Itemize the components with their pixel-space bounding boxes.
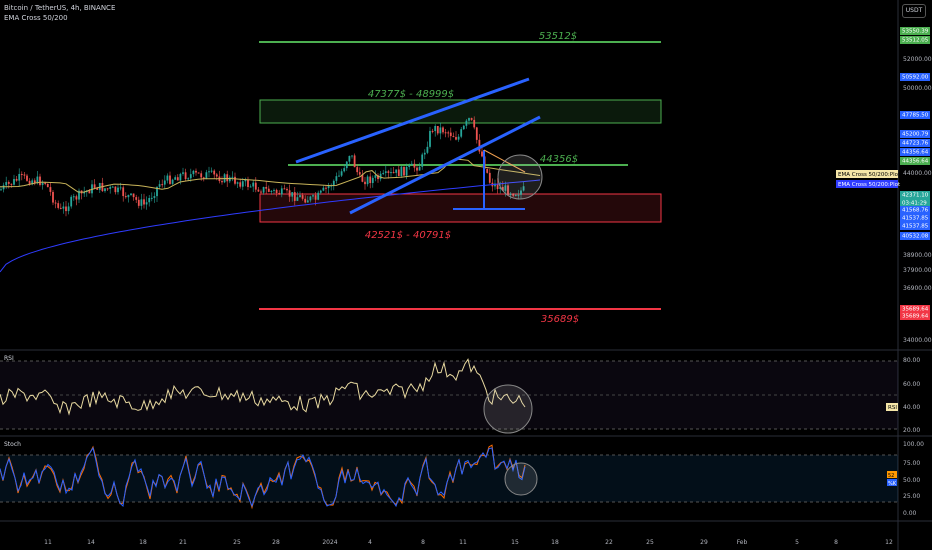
- svg-text:25.00: 25.00: [903, 493, 920, 500]
- stoch-k-line: [0, 446, 526, 508]
- price-tag: 44356.64: [902, 159, 929, 165]
- stoch-label: Stoch: [4, 441, 21, 448]
- time-tick: 8: [834, 539, 838, 546]
- indicator-title[interactable]: EMA Cross 50/200: [4, 14, 68, 22]
- price-tag: 41568.76: [902, 208, 929, 214]
- time-tick: 25: [233, 539, 241, 546]
- time-tick: 4: [368, 539, 372, 546]
- price-axis[interactable]: 52000.00 50000.00 44000.00 38900.00 3790…: [903, 56, 932, 344]
- time-tick: Feb: [737, 539, 748, 546]
- svg-text:100.00: 100.00: [903, 441, 924, 448]
- stoch-k-tag: 52: [888, 473, 894, 479]
- svg-text:40.00: 40.00: [903, 404, 920, 411]
- channel-lower-line[interactable]: [349, 115, 541, 215]
- price-tag: 53512.05: [902, 38, 929, 44]
- price-tag: 47785.50: [902, 113, 929, 119]
- ema200-legend: EMA Cross 50/200:Plot: [838, 182, 901, 188]
- time-tick: 21: [179, 539, 187, 546]
- rsi-axis[interactable]: 80.00 60.00 40.00 20.00: [903, 357, 920, 434]
- time-tick: 14: [87, 539, 95, 546]
- svg-text:0.00: 0.00: [903, 510, 917, 517]
- rsi-value-tag: RSI: [888, 405, 897, 411]
- time-tick: 25: [646, 539, 654, 546]
- time-tick: 2024: [322, 539, 337, 546]
- rsi-highlight-circle[interactable]: [483, 384, 533, 434]
- svg-text:75.00: 75.00: [903, 460, 920, 467]
- price-tags: 53550.39 53512.05 50592.00 47785.50 45200.79…: [900, 27, 930, 320]
- time-tick: 18: [551, 539, 559, 546]
- price-tag: 53550.39: [902, 29, 929, 35]
- top-target-label: 53512$: [539, 31, 577, 42]
- time-axis[interactable]: 11 14 18 21 25 28 2024 4 8 11 15 18 22 25 29 Feb 5 8 12: [44, 539, 893, 546]
- time-tick: 11: [459, 539, 467, 546]
- channel-upper-line[interactable]: [295, 77, 530, 164]
- svg-text:52000.00: 52000.00: [903, 56, 932, 63]
- price-tag: 42371.10: [902, 193, 929, 199]
- svg-text:37900.00: 37900.00: [903, 267, 932, 274]
- highlight-circle[interactable]: [497, 154, 543, 200]
- time-tick: 29: [700, 539, 708, 546]
- stoch-highlight-circle[interactable]: [504, 462, 538, 496]
- price-tag: 35689.64: [902, 314, 929, 320]
- price-tag: 44356.64: [902, 150, 929, 156]
- time-tick: 8: [421, 539, 425, 546]
- price-tag: 40532.08: [902, 234, 929, 240]
- svg-text:20.00: 20.00: [903, 427, 920, 434]
- time-tick: 12: [885, 539, 893, 546]
- currency-button[interactable]: USDT: [902, 4, 926, 18]
- rsi-line: [0, 358, 526, 416]
- svg-text:50000.00: 50000.00: [903, 85, 932, 92]
- svg-text:34000.00: 34000.00: [903, 337, 932, 344]
- rsi-label: RSI: [4, 355, 14, 362]
- time-tick: 22: [605, 539, 613, 546]
- rsi-band: [0, 361, 898, 429]
- price-tag: 35689.64: [902, 307, 929, 313]
- candles-layer: [0, 116, 525, 217]
- time-tick: 18: [139, 539, 147, 546]
- ema-200-line: [0, 179, 541, 273]
- stoch-d-tag: %K: [888, 481, 897, 487]
- mid-level-label: 44356$: [540, 154, 578, 165]
- svg-text:36900.00: 36900.00: [903, 285, 932, 292]
- support-zone[interactable]: [259, 193, 662, 223]
- svg-text:50.00: 50.00: [903, 477, 920, 484]
- svg-text:38900.00: 38900.00: [903, 252, 932, 259]
- resistance-zone-label: 47377$ - 48999$: [368, 89, 454, 100]
- ema50-legend: EMA Cross 50/200:Plot: [838, 172, 901, 178]
- price-tag: 41537.85: [902, 224, 929, 230]
- price-tag: 45200.79: [902, 132, 929, 138]
- support-zone-label: 42521$ - 40791$: [365, 230, 451, 241]
- price-tag: 41537.85: [902, 216, 929, 222]
- svg-text:44000.00: 44000.00: [903, 170, 932, 177]
- symbol-title[interactable]: Bitcoin / TetherUS, 4h, BINANCE: [4, 4, 116, 12]
- resistance-zone[interactable]: [259, 99, 662, 124]
- svg-text:80.00: 80.00: [903, 357, 920, 364]
- time-tick: 15: [511, 539, 519, 546]
- bottom-target-label: 35689$: [541, 314, 579, 325]
- price-tag: 44723.76: [902, 141, 929, 147]
- time-tick: 5: [795, 539, 799, 546]
- price-tag: 50592.00: [902, 75, 929, 81]
- price-tag: 03:41:29: [902, 201, 927, 207]
- stoch-axis[interactable]: 100.00 75.00 50.00 25.00 0.00: [903, 441, 924, 517]
- time-tick: 11: [44, 539, 52, 546]
- time-tick: 28: [272, 539, 280, 546]
- svg-text:60.00: 60.00: [903, 381, 920, 388]
